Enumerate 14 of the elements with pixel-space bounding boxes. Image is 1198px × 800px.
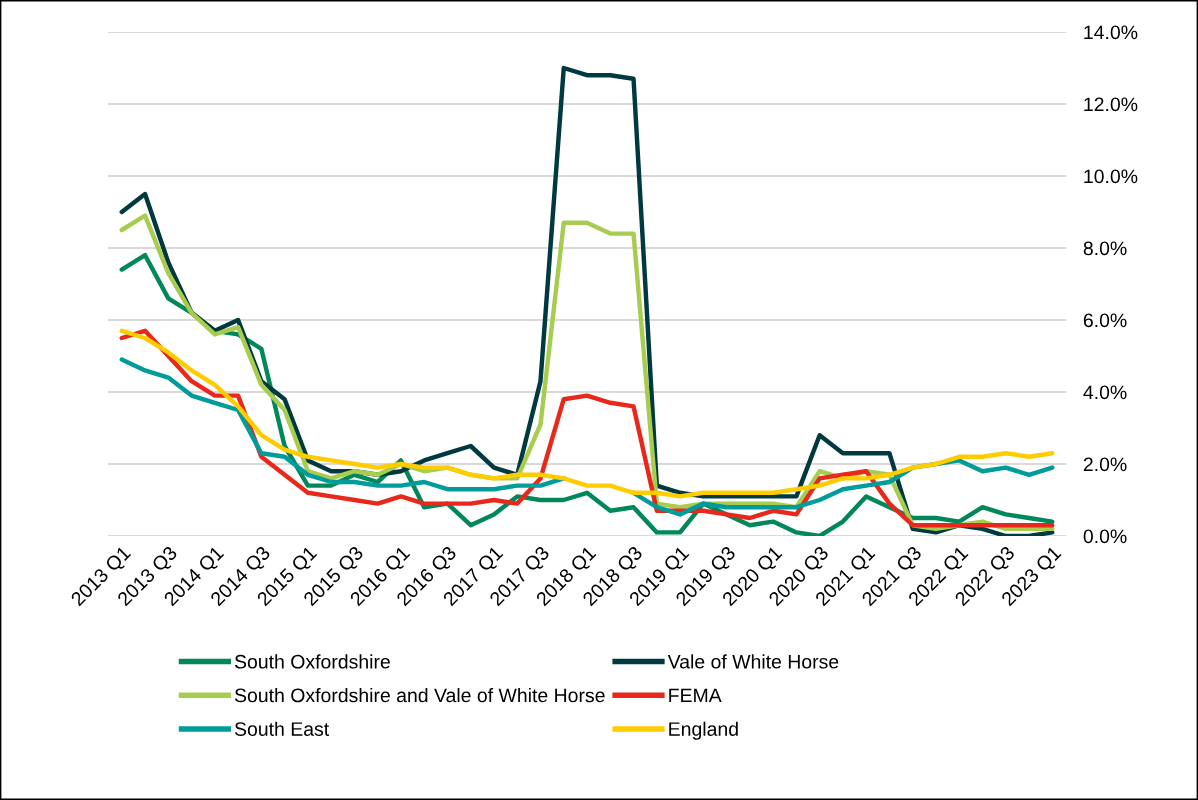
y-tick-label: 14.0% bbox=[1084, 25, 1138, 40]
legend-label: England bbox=[669, 721, 738, 740]
legend-label: South East bbox=[234, 721, 330, 736]
legend-label: South Oxfordshire bbox=[234, 654, 390, 669]
y-tick-label: 2.0% bbox=[1083, 457, 1127, 472]
legend-label: FEMA bbox=[669, 688, 722, 703]
y-tick-label: 0.0% bbox=[1083, 529, 1127, 544]
y-tick-label: 6.0% bbox=[1083, 313, 1127, 328]
legend-label: South Oxfordshire and Vale of White Horse bbox=[234, 687, 605, 703]
y-tick-label: 12.0% bbox=[1084, 97, 1138, 112]
y-tick-label: 10.0% bbox=[1084, 169, 1138, 184]
legend-label: Vale of White Horse bbox=[667, 654, 839, 669]
y-tick-label: 8.0% bbox=[1083, 241, 1127, 256]
y-tick-label: 4.0% bbox=[1083, 385, 1127, 400]
